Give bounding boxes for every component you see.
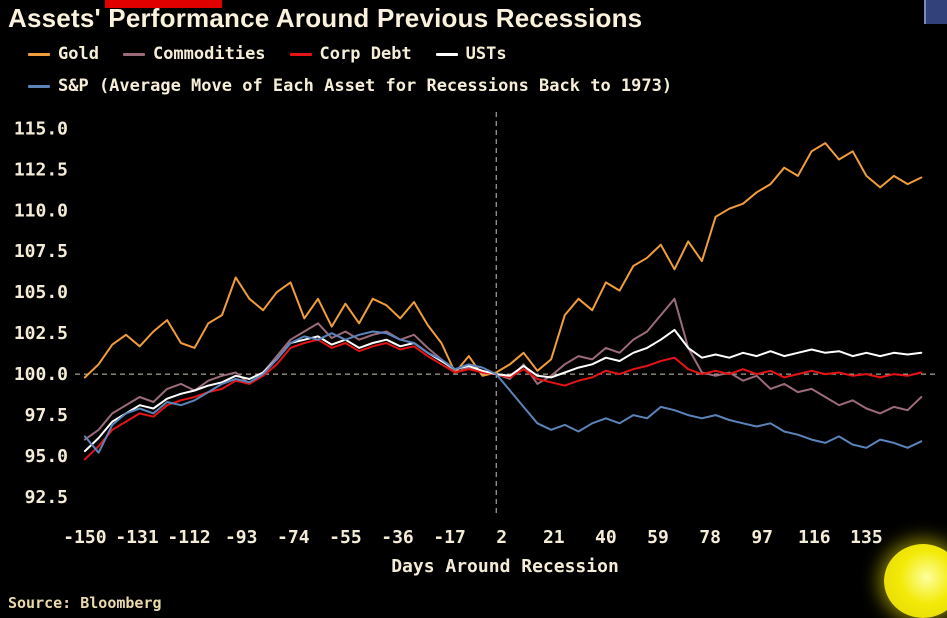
cursor-highlight-circle [884, 544, 947, 618]
series-line-usts [83, 328, 923, 453]
series-line-corp-debt [83, 338, 923, 461]
legend-item: USTs [435, 44, 507, 64]
x-tick-label: 78 [699, 527, 721, 548]
x-axis-title: Days Around Recession [391, 556, 619, 577]
x-tick-label: 2 [496, 527, 507, 548]
y-tick-label: 107.5 [14, 241, 68, 262]
x-tick-label: 59 [647, 527, 669, 548]
y-tick-label: 112.5 [14, 159, 68, 180]
y-tick-label: 95.0 [25, 446, 68, 467]
x-tick-label: -112 [167, 527, 210, 548]
legend-item: Corp Debt [289, 44, 412, 64]
legend-item: S&P (Average Move of Each Asset for Rece… [28, 76, 672, 96]
legend-label: USTs [465, 44, 507, 64]
x-tick-label: -74 [277, 527, 310, 548]
series-line-s-p [83, 330, 923, 454]
x-tick-label: 21 [543, 527, 565, 548]
x-tick-label: -36 [381, 527, 414, 548]
y-tick-label: 92.5 [25, 487, 68, 508]
series-line-gold [83, 142, 923, 379]
y-tick-label: 100.0 [14, 364, 68, 385]
legend-swatch [122, 52, 145, 56]
screen-corner-artifact [924, 0, 947, 24]
source-credit: Source: Bloomberg [8, 594, 162, 612]
legend-row-1: Gold Commodities Corp Debt USTs [28, 44, 507, 64]
y-tick-label: 97.5 [25, 405, 68, 426]
legend-label: S&P (Average Move of Each Asset for Rece… [58, 76, 673, 96]
y-tick-label: 105.0 [14, 282, 68, 303]
legend-label: Commodities [152, 44, 266, 64]
x-tick-label: 97 [751, 527, 773, 548]
legend-item: Commodities [122, 44, 266, 64]
legend-swatch [435, 52, 458, 56]
x-tick-label: 40 [595, 527, 617, 548]
x-tick-label: 135 [850, 527, 883, 548]
menu-highlight-bar [105, 0, 222, 8]
legend-label: Corp Debt [319, 44, 412, 64]
y-tick-label: 102.5 [14, 323, 68, 344]
x-tick-label: -17 [433, 527, 466, 548]
legend-label: Gold [58, 44, 99, 64]
legend-item: Gold [28, 44, 99, 64]
legend-swatch [28, 84, 50, 88]
x-tick-label: -131 [115, 527, 158, 548]
page-title: Assets' Performance Around Previous Rece… [8, 3, 643, 33]
legend-row-2: S&P (Average Move of Each Asset for Rece… [28, 76, 672, 96]
y-tick-label: 110.0 [14, 200, 68, 221]
x-tick-label: -150 [63, 527, 106, 548]
y-tick-label: 115.0 [14, 118, 68, 139]
legend-swatch [28, 52, 50, 56]
legend-swatch [289, 52, 312, 56]
x-tick-label: 116 [798, 527, 831, 548]
x-tick-label: -93 [225, 527, 258, 548]
x-tick-label: -55 [329, 527, 362, 548]
